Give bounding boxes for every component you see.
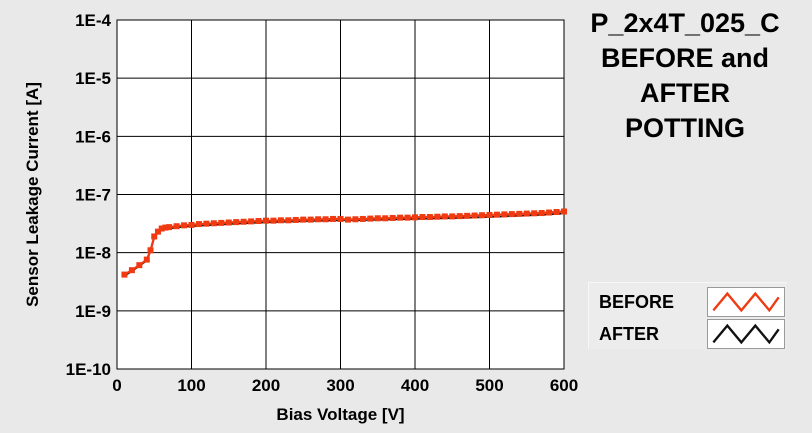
y-tick-label: 1E-8 [75, 244, 111, 263]
data-point-before [248, 218, 255, 225]
data-point-before [464, 212, 471, 219]
data-point-before [359, 215, 366, 222]
data-point-before [404, 214, 411, 221]
data-point-before [389, 214, 396, 221]
data-point-before [154, 228, 161, 235]
legend-item-after: AFTER [599, 319, 785, 349]
x-tick-label: 200 [252, 376, 280, 395]
data-point-before [121, 271, 128, 278]
data-point-before [307, 216, 314, 223]
y-tick-label: 1E-5 [75, 69, 111, 88]
data-point-before [263, 217, 269, 224]
data-point-before [173, 223, 180, 230]
data-point-before [493, 211, 500, 218]
title-line-3: AFTER [640, 78, 730, 108]
data-point-before [210, 220, 217, 227]
data-point-before [292, 216, 299, 223]
data-point-before [277, 217, 284, 224]
data-point-before [233, 219, 240, 226]
data-point-before [531, 210, 538, 217]
data-point-before [441, 213, 448, 220]
data-point-before [181, 222, 188, 229]
data-point-before [147, 247, 154, 254]
y-tick-label: 1E-7 [75, 186, 111, 205]
data-point-before [315, 216, 322, 223]
data-point-before [397, 214, 404, 221]
chart-title: P_2x4T_025_C BEFORE and AFTER POTTING [560, 6, 810, 146]
data-point-before [479, 212, 486, 219]
data-point-before [419, 214, 426, 221]
data-point-before [382, 215, 389, 222]
data-point-before [412, 214, 418, 221]
data-point-before [561, 208, 567, 215]
data-point-before [218, 219, 225, 226]
y-tick-label: 1E-6 [75, 127, 111, 146]
data-point-before [151, 233, 158, 240]
data-point-before [553, 209, 560, 216]
legend-label-before: BEFORE [599, 292, 675, 312]
x-tick-label: 100 [177, 376, 205, 395]
data-point-before [285, 217, 292, 224]
data-point-before [426, 214, 433, 221]
data-point-before [434, 213, 441, 220]
data-point-before [300, 216, 307, 223]
data-point-before [471, 212, 478, 219]
x-axis-label: Bias Voltage [V] [276, 405, 404, 424]
legend-swatch-before[interactable] [707, 287, 785, 317]
title-line-1: P_2x4T_025_C [590, 8, 780, 38]
data-point-before [344, 216, 351, 223]
y-tick-label: 1E-4 [75, 11, 111, 30]
data-point-before [322, 216, 329, 223]
y-tick-label: 1E-9 [75, 302, 111, 321]
data-point-before [270, 217, 277, 224]
data-point-before [330, 215, 337, 222]
data-point-before [195, 221, 202, 228]
data-point-before [158, 225, 165, 232]
data-point-before [240, 218, 247, 225]
data-point-before [501, 211, 508, 218]
data-point-before [456, 213, 463, 220]
data-point-before [516, 210, 523, 217]
data-point-before [203, 220, 210, 227]
legend-swatch-after[interactable] [707, 319, 785, 349]
x-tick-label: 0 [112, 376, 121, 395]
y-tick-label: 1E-10 [66, 360, 111, 379]
data-point-before [188, 221, 195, 228]
title-line-4: POTTING [625, 113, 745, 143]
data-point-before [449, 213, 456, 220]
data-point-before [508, 211, 515, 218]
data-point-before [225, 219, 232, 226]
legend: BEFORE AFTER [588, 282, 787, 349]
data-point-before [538, 210, 545, 217]
data-point-before [546, 209, 553, 216]
data-point-before [523, 210, 530, 217]
y-axis-label: Sensor Leakage Current [A] [23, 82, 42, 307]
title-line-2: BEFORE and [600, 43, 769, 73]
data-point-before [162, 224, 169, 231]
data-point-before [367, 215, 374, 222]
data-point-before [486, 211, 493, 218]
legend-item-before: BEFORE [599, 287, 785, 317]
x-tick-label: 300 [326, 376, 354, 395]
data-point-before [337, 215, 344, 222]
data-point-before [374, 215, 381, 222]
data-point-before [128, 267, 135, 274]
x-tick-label: 600 [550, 376, 578, 395]
x-tick-label: 400 [401, 376, 429, 395]
data-point-before [352, 216, 359, 223]
data-point-before [143, 256, 150, 263]
data-point-before [166, 224, 173, 231]
x-tick-label: 500 [475, 376, 503, 395]
data-point-before [255, 218, 262, 225]
legend-label-after: AFTER [599, 324, 659, 344]
data-point-before [136, 262, 143, 269]
